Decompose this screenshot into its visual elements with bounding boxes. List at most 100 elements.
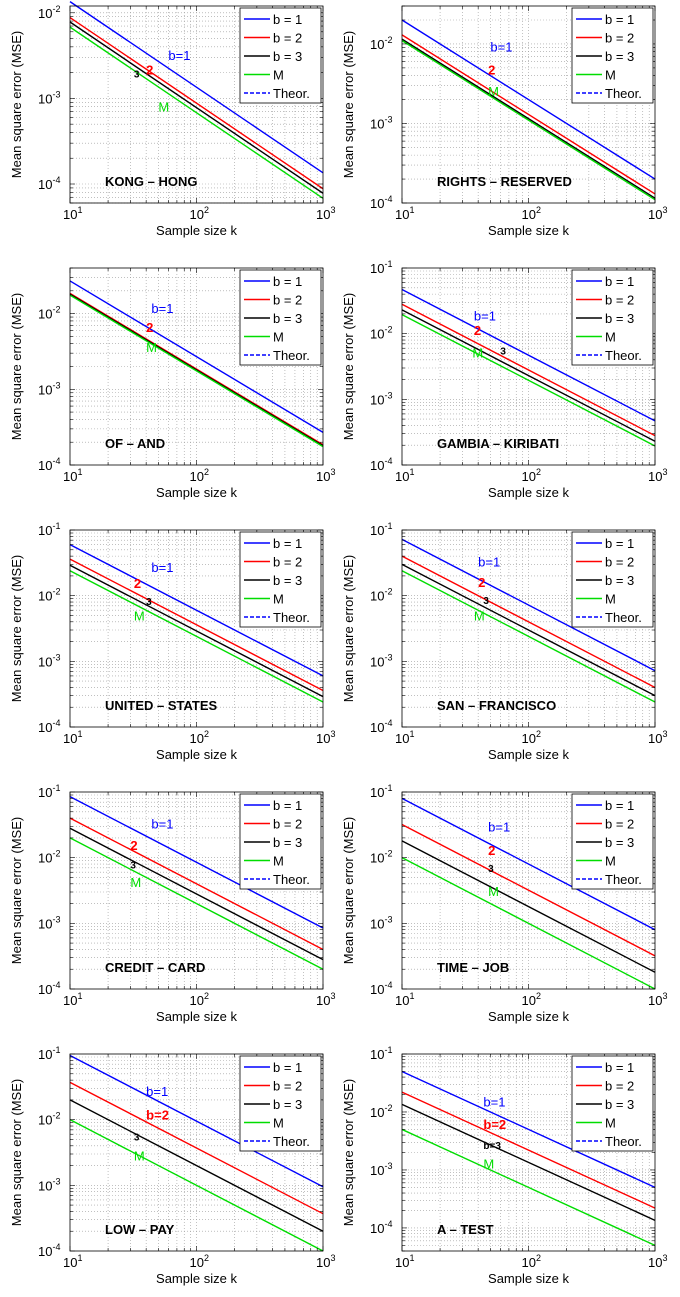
x-axis-label: Sample size k <box>156 1271 237 1286</box>
x-tick-label: 101 <box>395 467 414 484</box>
x-tick-exponent: 1 <box>409 1253 414 1263</box>
series-line <box>69 570 324 703</box>
y-tick-exponent: -3 <box>52 89 60 99</box>
series-annotation: M <box>483 1157 494 1172</box>
y-tick-label: 10-2 <box>370 325 392 342</box>
legend-label: b = 3 <box>605 49 634 64</box>
x-tick-label: 101 <box>63 991 82 1008</box>
chart-panel: 101 102 103 10-4 10-3 10-2 Sample size k Mean s… <box>341 5 667 238</box>
x-tick-exponent: 1 <box>409 991 414 1001</box>
legend-label: M <box>273 854 284 869</box>
y-tick-exponent: -1 <box>52 521 60 531</box>
y-tick-label: 10-3 <box>370 1161 392 1178</box>
x-tick-label: 103 <box>648 467 667 484</box>
y-tick-label: 10-1 <box>370 521 392 538</box>
y-tick-label: 10-3 <box>38 1176 60 1193</box>
legend-label: b = 2 <box>605 31 634 46</box>
y-tick-exponent: -2 <box>52 4 60 14</box>
x-tick-label: 102 <box>522 205 541 222</box>
y-tick-label: 10-4 <box>38 1242 60 1259</box>
x-axis-label: Sample size k <box>156 1009 237 1024</box>
legend-label: Theor. <box>605 348 642 363</box>
y-tick-exponent: -1 <box>384 783 392 793</box>
series-annotation: M <box>146 340 157 355</box>
series-annotation: b=1 <box>151 816 173 831</box>
legend-label: b = 1 <box>605 1060 634 1075</box>
x-axis-label: Sample size k <box>488 485 569 500</box>
legend-label: M <box>605 592 616 607</box>
series-line <box>401 309 656 442</box>
series-line <box>401 303 656 437</box>
series-annotation: 3 <box>488 864 494 875</box>
y-tick-label: 10-1 <box>38 1045 60 1062</box>
series-line <box>401 1128 656 1247</box>
y-axis-label: Mean square error (MSE) <box>341 293 356 440</box>
legend-label: M <box>273 592 284 607</box>
legend-label: b = 2 <box>605 1079 634 1094</box>
x-tick-exponent: 2 <box>204 729 209 739</box>
legend-label: b = 3 <box>273 1097 302 1112</box>
y-tick-label: 10-3 <box>370 114 392 131</box>
y-tick-label: 10-3 <box>38 914 60 931</box>
y-axis-label: Mean square error (MSE) <box>9 817 24 964</box>
series-annotation: 3 <box>134 70 140 81</box>
y-tick-label: 10-1 <box>38 521 60 538</box>
series-line <box>401 19 656 180</box>
y-tick-exponent: -3 <box>52 1176 60 1186</box>
y-tick-exponent: -4 <box>384 194 392 204</box>
x-tick-label: 101 <box>63 467 82 484</box>
series-annotation: b=1 <box>490 40 512 55</box>
series-line <box>401 555 656 689</box>
x-tick-exponent: 1 <box>77 467 82 477</box>
y-tick-label: 10-2 <box>370 1103 392 1120</box>
series-annotation: 2 <box>146 63 153 78</box>
series-annotation: 3 <box>500 347 506 358</box>
legend-label: b = 1 <box>273 1060 302 1075</box>
legend-label: b = 1 <box>605 798 634 813</box>
y-axis-label: Mean square error (MSE) <box>341 1079 356 1226</box>
y-tick-exponent: -2 <box>384 35 392 45</box>
legend-label: b = 3 <box>273 49 302 64</box>
y-tick-exponent: -4 <box>384 718 392 728</box>
y-tick-label: 10-2 <box>38 587 60 604</box>
y-tick-exponent: -4 <box>52 456 60 466</box>
x-tick-label: 101 <box>395 729 414 746</box>
legend-label: b = 1 <box>273 12 302 27</box>
series-line <box>69 564 324 698</box>
y-tick-exponent: -2 <box>384 325 392 335</box>
y-tick-label: 10-2 <box>38 4 60 21</box>
series-line <box>69 1119 324 1252</box>
x-tick-label: 102 <box>190 205 209 222</box>
x-axis-label: Sample size k <box>156 485 237 500</box>
panel-title: LOW – PAY <box>105 1222 175 1237</box>
y-tick-exponent: -1 <box>52 783 60 793</box>
y-tick-exponent: -1 <box>384 259 392 269</box>
x-tick-exponent: 3 <box>662 467 667 477</box>
panel-title: CREDIT – CARD <box>105 960 205 975</box>
series-annotation: 2 <box>488 63 495 78</box>
legend-label: M <box>605 1116 616 1131</box>
legend-label: M <box>605 68 616 83</box>
x-tick-exponent: 1 <box>77 729 82 739</box>
series-line <box>401 1103 656 1222</box>
legend-label: M <box>273 1116 284 1131</box>
legend-label: b = 3 <box>273 311 302 326</box>
series-annotation: b=1 <box>474 308 496 323</box>
legend-label: b = 1 <box>605 536 634 551</box>
x-tick-label: 103 <box>316 467 335 484</box>
x-tick-exponent: 3 <box>330 1253 335 1263</box>
series-line <box>69 294 324 448</box>
series-annotation: b=1 <box>478 554 500 569</box>
legend: b = 1 b = 2 b = 3 M Theor. <box>571 1055 654 1152</box>
x-tick-exponent: 1 <box>77 205 82 215</box>
series-annotation: M <box>130 875 141 890</box>
x-tick-label: 103 <box>316 991 335 1008</box>
series-annotation: 2 <box>146 320 153 335</box>
legend-label: Theor. <box>273 86 310 101</box>
legend: b = 1 b = 2 b = 3 M Theor. <box>239 531 322 628</box>
x-tick-exponent: 3 <box>330 991 335 1001</box>
x-axis-label: Sample size k <box>488 1009 569 1024</box>
legend-label: M <box>273 330 284 345</box>
x-tick-exponent: 1 <box>77 991 82 1001</box>
